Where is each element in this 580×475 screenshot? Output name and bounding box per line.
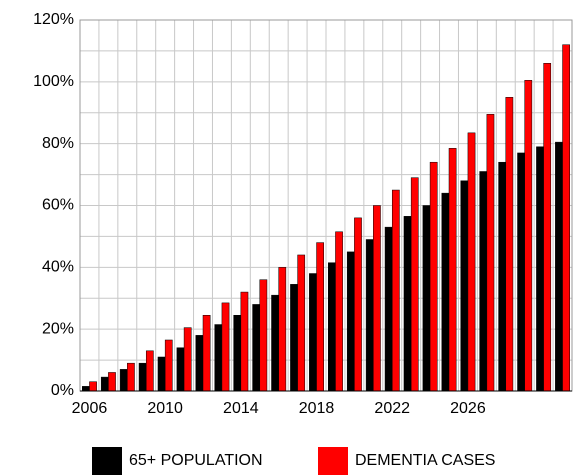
bar [119,369,128,392]
bar [536,146,544,392]
legend-swatch [318,447,348,475]
bar [365,239,374,392]
bar [346,251,355,392]
bar [524,80,533,392]
y-tick-label: 40% [42,259,74,276]
bar [486,114,495,392]
legend-label: 65+ POPULATION [129,452,263,469]
y-tick-label: 100% [33,73,74,90]
bar [316,242,324,392]
bar [441,192,450,392]
y-tick-label: 0% [51,382,74,399]
legend-label: DEMENTIA CASES [355,452,495,469]
bar [410,177,419,392]
bar [335,231,343,392]
x-tick-label: 2006 [72,400,108,417]
x-tick-label: 2022 [374,400,410,417]
y-tick-label: 120% [33,11,74,28]
y-tick-label: 80% [42,135,74,152]
bar [100,376,109,392]
bar [429,161,438,392]
bar [517,152,525,392]
bar [108,372,116,392]
bar [422,205,431,392]
bar [297,254,306,392]
bar [176,347,185,392]
bar [467,132,476,392]
bar [309,273,317,392]
bar [89,381,97,392]
bar [328,262,336,392]
x-tick-label: 2018 [299,400,335,417]
bar [127,362,135,392]
bar [259,279,268,392]
bar [290,284,298,392]
x-tick-label: 2014 [223,400,259,417]
bar [479,171,488,392]
bar [240,291,249,392]
legend-swatch [92,447,122,475]
bar [391,189,400,392]
bar [448,148,457,392]
bar [271,294,279,392]
bar [498,161,507,392]
bar [403,216,412,392]
bar [138,362,147,392]
y-tick-label: 60% [42,197,74,214]
bar [157,356,166,392]
bar [145,350,154,392]
bar [82,386,90,392]
bar [183,327,192,392]
bar [505,97,514,392]
bar [460,180,469,392]
bar [214,324,223,392]
bar [543,63,552,392]
bar [354,217,362,392]
bar [562,44,570,392]
bar [233,315,242,392]
x-tick-label: 2010 [147,400,183,417]
bar [384,226,393,392]
bar [202,315,211,392]
y-tick-label: 20% [42,320,74,337]
bar [195,335,204,392]
bar [555,141,563,392]
x-tick-label: 2026 [450,400,486,417]
bar [164,339,173,392]
bar [278,267,287,392]
bar [221,302,230,392]
bar [252,304,261,392]
bar [373,205,381,392]
